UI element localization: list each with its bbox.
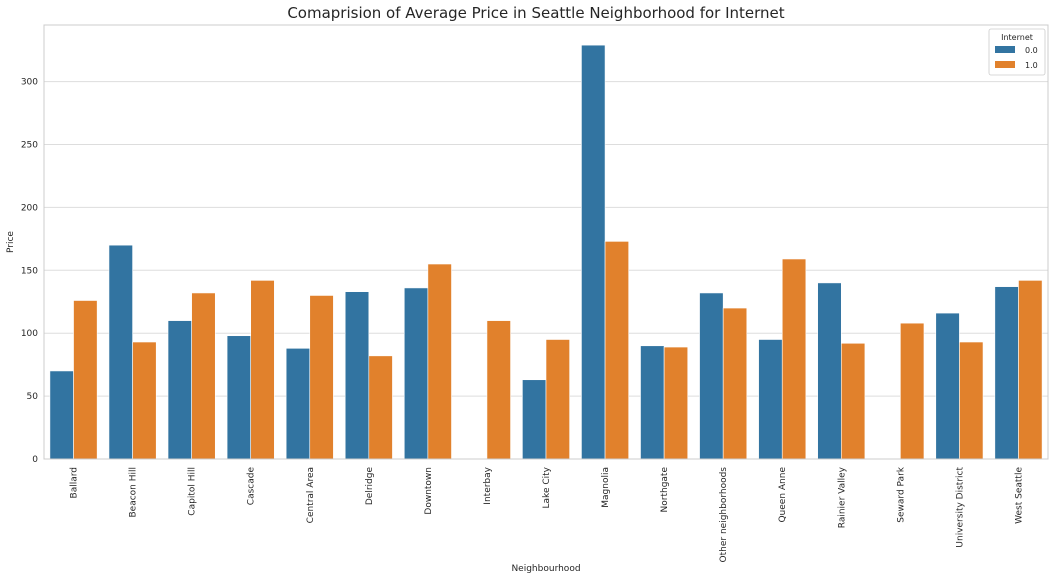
bar	[781, 258, 807, 460]
x-tick-label: Interbay	[483, 466, 493, 504]
legend-label-series-0: 0.0	[1025, 46, 1038, 55]
bar	[132, 341, 157, 460]
bar	[108, 244, 133, 460]
legend-title: Internet	[1001, 33, 1033, 42]
x-tick-label: West Seattle	[1014, 467, 1024, 524]
plot-frame	[43, 24, 1049, 460]
y-tick-label: 250	[21, 141, 38, 151]
x-tick-label: Downtown	[424, 467, 434, 515]
x-tick-label: Beacon Hill	[129, 467, 139, 518]
x-axis-label: Neighbourhood	[511, 564, 580, 574]
x-tick-label: Delridge	[365, 467, 375, 506]
chart-title: Comaprision of Average Price in Seattle …	[287, 4, 784, 22]
x-tick-label: Rainier Valley	[837, 466, 847, 528]
bar	[49, 370, 74, 460]
bar	[1018, 280, 1043, 460]
bar	[522, 379, 547, 460]
x-tick-label: Lake City	[542, 466, 552, 508]
bar	[226, 335, 252, 460]
bar	[840, 342, 866, 460]
legend-label-series-1: 1.0	[1025, 61, 1038, 70]
legend: Internet 0.0 1.0	[988, 28, 1046, 76]
y-tick-label: 0	[32, 455, 38, 465]
y-tick-label: 50	[27, 392, 39, 402]
bar	[167, 320, 192, 460]
bar	[344, 291, 370, 460]
y-tick-label: 150	[21, 266, 38, 276]
y-axis-label: Price	[6, 231, 16, 253]
x-tick-label: Ballard	[70, 467, 80, 498]
bar	[994, 286, 1019, 460]
bar	[699, 292, 724, 460]
y-tick-label: 200	[21, 203, 38, 213]
bar	[486, 320, 511, 460]
bar	[722, 307, 748, 460]
bar	[581, 44, 606, 460]
axes: 0 50 100 150 200 250 300 Ballard Beacon Hill Capi…	[21, 24, 1049, 563]
y-tick-label: 300	[21, 78, 38, 88]
bar	[959, 341, 984, 460]
bar	[73, 300, 98, 460]
x-tick-label: Cascade	[247, 467, 257, 506]
bar	[285, 347, 311, 460]
bar	[403, 287, 429, 460]
bar	[640, 345, 665, 460]
y-tick-label: 100	[21, 329, 38, 339]
bar	[427, 263, 452, 460]
bar	[309, 295, 334, 460]
bar	[604, 241, 629, 460]
x-tick-label: Magnolia	[601, 467, 611, 508]
bar	[900, 322, 925, 460]
bar	[817, 282, 842, 460]
bar	[250, 280, 275, 460]
bar	[663, 346, 689, 460]
x-tick-label: Central Area	[306, 467, 316, 523]
x-tick-label: Northgate	[660, 467, 670, 513]
x-tick-label: Seward Park	[896, 466, 906, 522]
bar	[191, 292, 216, 460]
legend-swatch-series-1	[995, 61, 1015, 68]
bars	[49, 44, 1043, 460]
bar	[758, 339, 783, 460]
x-tick-label: Other neighborhoods	[719, 467, 729, 563]
x-tick-label: University District	[955, 467, 965, 548]
bar	[545, 339, 570, 460]
legend-swatch-series-0	[995, 46, 1015, 53]
x-tick-label: Queen Anne	[778, 467, 788, 523]
bar	[368, 355, 393, 460]
bar	[935, 312, 960, 460]
x-tick-label: Capitol Hill	[188, 467, 198, 516]
